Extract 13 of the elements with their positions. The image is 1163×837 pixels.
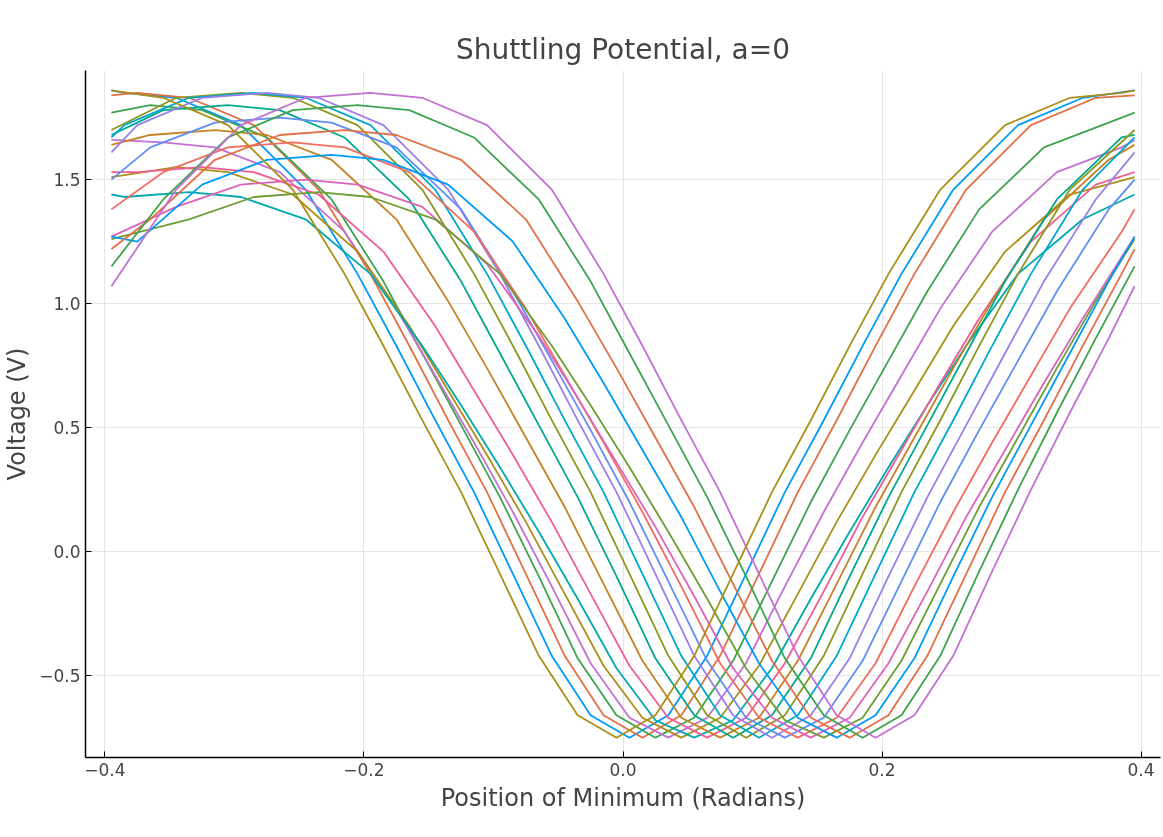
- x-tick-label: −0.4: [84, 759, 126, 780]
- y-tick-label: −0.5: [39, 666, 81, 687]
- y-tick-label: 1.5: [53, 170, 81, 191]
- y-tick-label: 1.0: [53, 294, 81, 315]
- y-tick-label: 0.5: [53, 418, 81, 439]
- x-tick-label: 0.4: [1127, 759, 1155, 780]
- x-tick-label: 0.2: [868, 759, 896, 780]
- x-axis-title: Position of Minimum (Radians): [440, 783, 806, 812]
- y-axis-title: Voltage (V): [3, 347, 32, 481]
- x-tick-label: 0.0: [609, 759, 637, 780]
- y-tick-label: 0.0: [53, 542, 81, 563]
- chart-title: Shuttling Potential, a=0: [455, 32, 791, 66]
- x-tick-label: −0.2: [343, 759, 385, 780]
